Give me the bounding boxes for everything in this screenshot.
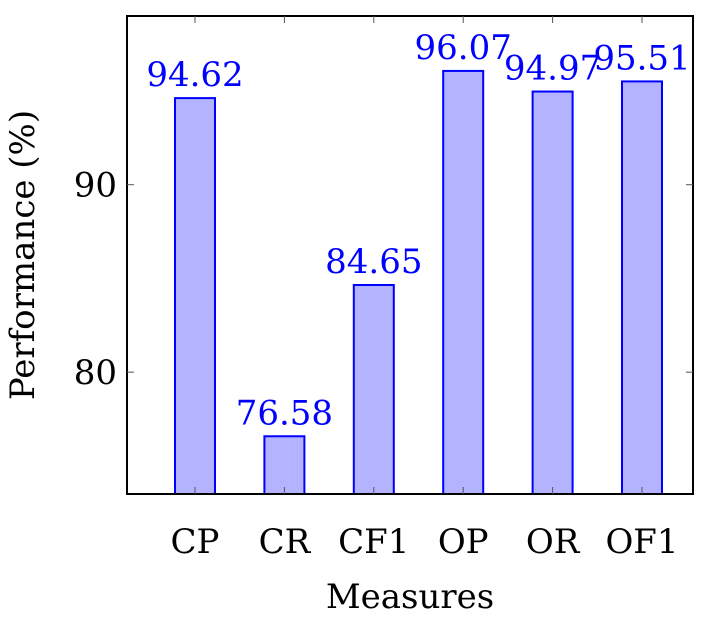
bar-op xyxy=(442,69,485,496)
y-axis-label: Performance (%) xyxy=(3,110,43,400)
data-label-or: 94.97 xyxy=(504,49,601,89)
x-axis-label: Measures xyxy=(326,577,494,617)
y-tick-label-90: 90 xyxy=(74,166,117,206)
y-tick-labels: 80 90 xyxy=(74,166,117,393)
x-tick-label-cp: CP xyxy=(171,522,220,562)
x-tick-label-cf1: CF1 xyxy=(338,522,409,562)
x-tick-label-cr: CR xyxy=(259,522,312,562)
bar-cr xyxy=(263,435,306,496)
ticks-layer xyxy=(127,16,693,494)
data-label-cr: 76.58 xyxy=(236,393,333,433)
x-tick-labels: CP CR CF1 OP OR OF1 xyxy=(171,522,679,562)
x-tick-label-op: OP xyxy=(438,522,489,562)
bars-layer xyxy=(174,69,663,496)
x-tick-label-or: OR xyxy=(526,522,581,562)
data-label-cp: 94.62 xyxy=(146,55,243,95)
bar-or xyxy=(531,90,574,495)
bar-cp xyxy=(174,97,216,496)
data-label-cf1: 84.65 xyxy=(325,242,422,282)
x-tick-label-of1: OF1 xyxy=(605,522,678,562)
data-label-op: 96.07 xyxy=(415,28,512,68)
bar-cf1 xyxy=(352,283,395,495)
data-label-of1: 95.51 xyxy=(593,38,690,78)
bar-of1 xyxy=(621,80,663,496)
plot-frame xyxy=(126,15,694,495)
y-tick-label-80: 80 xyxy=(74,353,117,393)
